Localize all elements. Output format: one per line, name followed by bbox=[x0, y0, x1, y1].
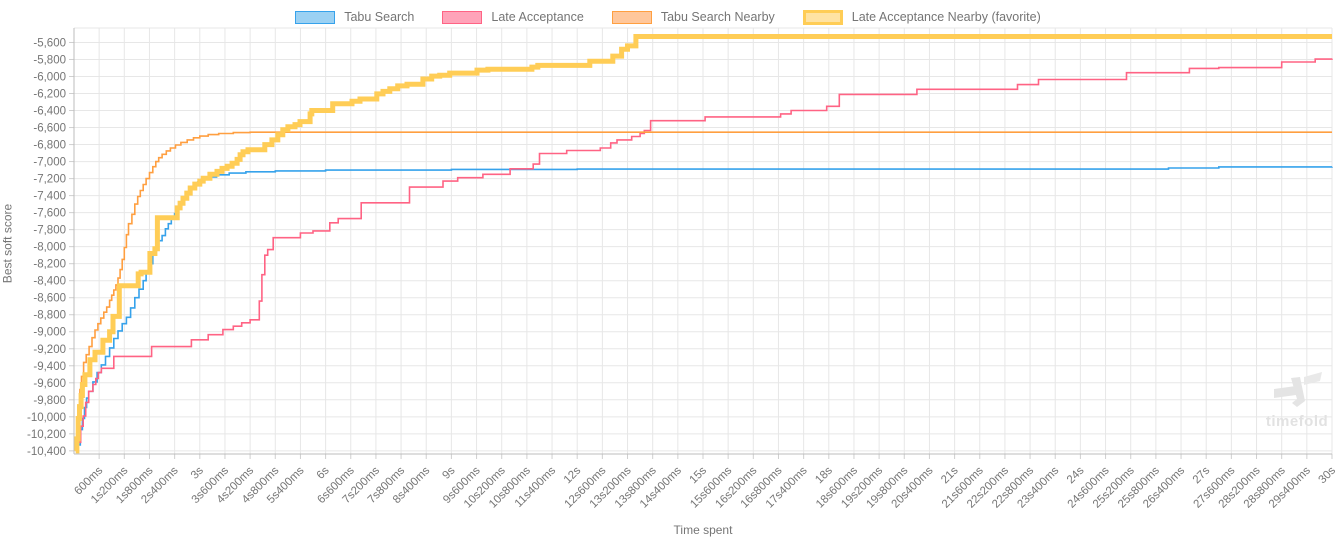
svg-text:3s: 3s bbox=[189, 464, 206, 481]
svg-text:-6,600: -6,600 bbox=[33, 123, 66, 135]
legend-item-tabu-search-nearby[interactable]: Tabu Search Nearby bbox=[611, 9, 775, 24]
chart-legend: Tabu Search Late Acceptance Tabu Search … bbox=[0, 6, 1336, 28]
svg-text:-5,600: -5,600 bbox=[33, 37, 66, 49]
svg-text:-7,800: -7,800 bbox=[33, 225, 66, 237]
svg-text:-6,000: -6,000 bbox=[33, 71, 66, 83]
legend-label: Tabu Search Nearby bbox=[660, 9, 775, 24]
svg-text:-10,400: -10,400 bbox=[27, 446, 66, 458]
svg-text:-7,400: -7,400 bbox=[33, 191, 66, 203]
svg-text:-8,200: -8,200 bbox=[33, 259, 66, 271]
svg-text:-10,000: -10,000 bbox=[27, 412, 66, 424]
svg-text:6s: 6s bbox=[315, 464, 332, 481]
svg-text:-8,800: -8,800 bbox=[33, 310, 66, 322]
legend-swatch-icon bbox=[442, 10, 483, 24]
svg-text:12s: 12s bbox=[562, 464, 584, 486]
x-axis-title: Time spent bbox=[673, 523, 733, 537]
svg-text:-9,000: -9,000 bbox=[33, 327, 66, 339]
svg-text:30s: 30s bbox=[1317, 464, 1336, 486]
svg-text:-9,800: -9,800 bbox=[33, 395, 66, 407]
svg-text:-10,200: -10,200 bbox=[27, 429, 66, 441]
legend-swatch-icon bbox=[611, 10, 652, 24]
svg-text:21s: 21s bbox=[939, 464, 961, 486]
svg-text:-8,600: -8,600 bbox=[33, 293, 66, 305]
svg-text:-9,600: -9,600 bbox=[33, 378, 66, 390]
svg-text:15s: 15s bbox=[688, 464, 710, 486]
svg-text:-7,600: -7,600 bbox=[33, 208, 66, 220]
svg-text:-7,000: -7,000 bbox=[33, 157, 66, 169]
svg-text:-6,800: -6,800 bbox=[33, 140, 66, 152]
svg-text:-7,200: -7,200 bbox=[33, 174, 66, 186]
legend-swatch-icon bbox=[802, 9, 843, 25]
legend-item-late-acceptance[interactable]: Late Acceptance bbox=[442, 9, 584, 24]
timefold-watermark: timefold bbox=[1258, 372, 1336, 430]
legend-item-tabu-search[interactable]: Tabu Search bbox=[295, 9, 415, 24]
legend-label: Tabu Search bbox=[344, 9, 415, 24]
svg-text:-6,200: -6,200 bbox=[33, 89, 66, 101]
svg-text:-8,000: -8,000 bbox=[33, 242, 66, 254]
svg-text:9s: 9s bbox=[440, 464, 457, 481]
watermark-text: timefold bbox=[1265, 413, 1329, 430]
timefold-logo-icon bbox=[1274, 372, 1322, 407]
svg-text:18s: 18s bbox=[813, 464, 835, 486]
legend-label: Late Acceptance Nearby (favorite) bbox=[851, 9, 1041, 24]
svg-text:24s: 24s bbox=[1065, 464, 1087, 486]
svg-text:-5,800: -5,800 bbox=[33, 54, 66, 66]
legend-item-late-acceptance-nearby[interactable]: Late Acceptance Nearby (favorite) bbox=[802, 9, 1041, 25]
svg-text:-9,200: -9,200 bbox=[33, 344, 66, 356]
legend-label: Late Acceptance bbox=[491, 9, 584, 24]
legend-swatch-icon bbox=[295, 10, 336, 24]
svg-text:-9,400: -9,400 bbox=[33, 361, 66, 373]
svg-text:-8,400: -8,400 bbox=[33, 276, 66, 288]
svg-text:-6,400: -6,400 bbox=[33, 106, 66, 118]
svg-text:27s: 27s bbox=[1191, 464, 1213, 486]
